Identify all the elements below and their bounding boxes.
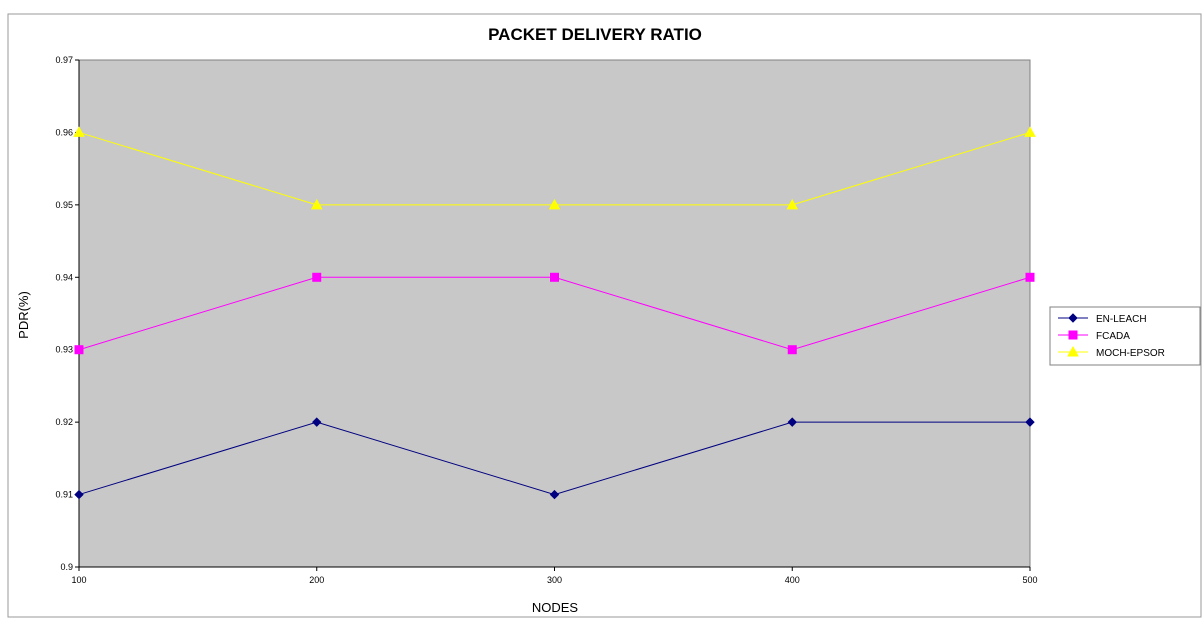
data-point	[73, 126, 85, 137]
y-tick-label: 0.93	[55, 345, 73, 355]
x-axis-title: NODES	[532, 600, 579, 615]
y-axis-title: PDR(%)	[16, 291, 31, 339]
y-tick-label: 0.96	[55, 127, 73, 137]
data-point	[787, 417, 797, 427]
legend-swatch-marker	[1068, 313, 1078, 323]
data-point	[74, 489, 84, 500]
legend: EN-LEACH FCADA MOCH-EPSOR	[1049, 306, 1201, 366]
legend-swatch-marker	[1067, 345, 1079, 357]
data-point	[1024, 126, 1036, 137]
plot-area	[78, 59, 1031, 568]
x-tick-label: 200	[309, 575, 324, 585]
data-point	[549, 489, 560, 500]
data-point	[787, 345, 797, 355]
data-point	[786, 198, 799, 210]
x-tick-label: 100	[71, 575, 86, 585]
data-point	[74, 345, 84, 355]
data-point	[312, 417, 322, 427]
chart-title: PACKET DELIVERY RATIO	[488, 25, 702, 44]
y-tick-label: 0.95	[55, 200, 73, 210]
data-point	[1025, 272, 1035, 282]
data-point	[310, 198, 323, 210]
data-point	[550, 272, 559, 282]
series-layer	[73, 126, 1036, 500]
y-tick-label: 0.91	[55, 490, 73, 500]
series-moch-epsor	[73, 126, 1036, 210]
y-tick-label: 0.9	[60, 562, 73, 572]
data-point	[312, 272, 322, 282]
legend-label: MOCH-EPSOR	[1096, 348, 1165, 359]
legend-label: EN-LEACH	[1096, 314, 1147, 325]
y-tick-label: 0.92	[55, 417, 73, 427]
legend-label: FCADA	[1096, 331, 1130, 342]
y-tick-label: 0.97	[55, 55, 73, 65]
data-point	[1025, 417, 1035, 427]
data-point	[548, 198, 561, 210]
series-fcada	[74, 272, 1035, 355]
legend-swatch-marker	[1068, 330, 1078, 340]
y-tick-label: 0.94	[55, 272, 73, 282]
series-en-leach	[74, 417, 1035, 500]
x-tick-label: 300	[547, 575, 562, 585]
x-tick-label: 400	[785, 575, 800, 585]
x-tick-label: 500	[1022, 575, 1037, 585]
y-axis: 0.9 0.91 0.92 0.93 0.94 0.95 0.96 0.97	[55, 55, 80, 572]
x-axis: 100 200 300 400 500	[71, 566, 1038, 585]
